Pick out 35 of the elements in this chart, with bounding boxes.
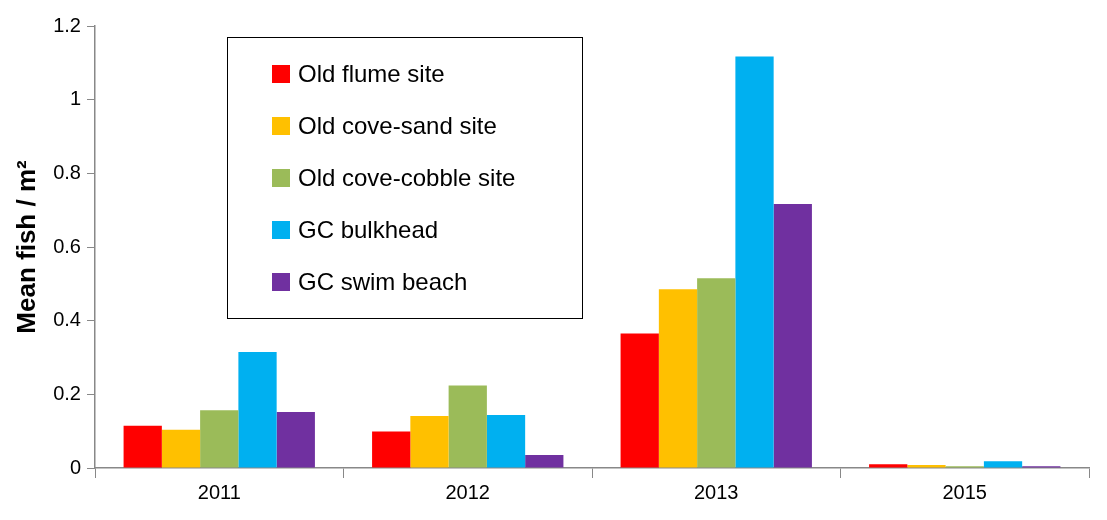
legend-label: GC bulkhead [298, 216, 439, 244]
y-tick-label: 0.2 [53, 381, 81, 404]
legend-label: GC swim beach [298, 268, 468, 296]
bar [448, 385, 487, 468]
y-tick-label: 0.8 [53, 160, 81, 183]
bar [869, 464, 908, 468]
bar [238, 351, 277, 468]
bar [658, 289, 698, 468]
bar [410, 416, 449, 468]
bar [276, 412, 315, 468]
y-tick-label: 1 [69, 87, 81, 110]
bar [983, 461, 1023, 468]
legend-label: Old cove-sand site [298, 112, 497, 140]
y-tick-label: 0.4 [53, 308, 81, 331]
x-tick-label: 2015 [942, 480, 987, 503]
y-axis-title: Mean fish / m² [10, 159, 41, 334]
bar [773, 203, 812, 468]
bar [907, 465, 946, 468]
x-tick-label: 2011 [197, 480, 241, 503]
bar [200, 410, 239, 468]
bar [161, 429, 201, 468]
y-tick-label: 0.6 [53, 234, 81, 257]
legend-label: Old flume site [298, 60, 445, 88]
x-tick-label: 2012 [445, 480, 490, 503]
bar [525, 455, 564, 468]
bar [486, 414, 526, 468]
bar [620, 333, 659, 468]
bar [372, 431, 411, 468]
bar [123, 425, 162, 468]
y-tick-label: 0 [69, 455, 81, 478]
legend-label: Old cove-cobble site [298, 164, 516, 192]
x-tick-label: 2013 [694, 480, 739, 503]
bar [735, 56, 774, 468]
y-tick-label: 1.2 [53, 13, 81, 36]
bar [697, 278, 736, 468]
